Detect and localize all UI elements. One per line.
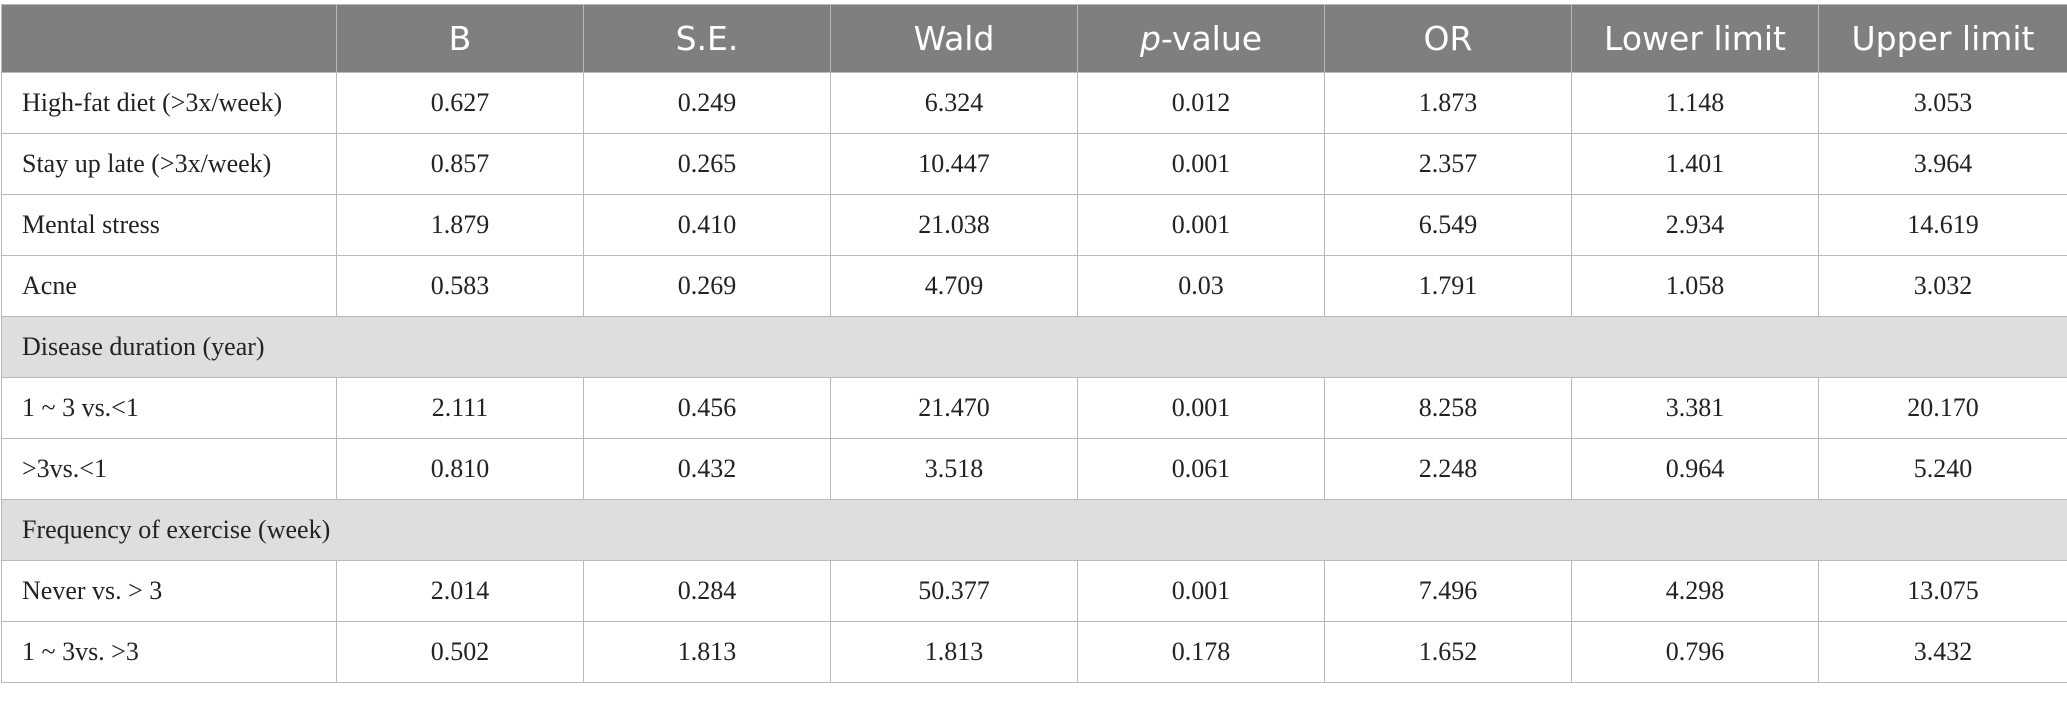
cell-label: Never vs. > 3: [2, 561, 337, 622]
cell-lower-limit: 1.148: [1572, 73, 1819, 134]
cell-upper-limit: 14.619: [1819, 195, 2067, 256]
section-label: Frequency of exercise (week): [2, 500, 2067, 561]
cell-lower-limit: 4.298: [1572, 561, 1819, 622]
header-wald: Wald: [831, 5, 1078, 73]
header-se: S.E.: [584, 5, 831, 73]
cell-label: Acne: [2, 256, 337, 317]
cell-wald: 6.324: [831, 73, 1078, 134]
cell-or: 1.873: [1325, 73, 1572, 134]
cell-lower-limit: 1.058: [1572, 256, 1819, 317]
cell-label: Stay up late (>3x/week): [2, 134, 337, 195]
cell-p-value: 0.178: [1078, 622, 1325, 683]
cell-or: 1.791: [1325, 256, 1572, 317]
cell-b: 2.111: [337, 378, 584, 439]
cell-p-value: 0.001: [1078, 561, 1325, 622]
cell-wald: 21.470: [831, 378, 1078, 439]
cell-lower-limit: 1.401: [1572, 134, 1819, 195]
section-row: Frequency of exercise (week): [2, 500, 2067, 561]
cell-b: 1.879: [337, 195, 584, 256]
cell-lower-limit: 3.381: [1572, 378, 1819, 439]
cell-p-value: 0.012: [1078, 73, 1325, 134]
cell-b: 0.502: [337, 622, 584, 683]
cell-se: 0.456: [584, 378, 831, 439]
cell-se: 0.284: [584, 561, 831, 622]
cell-b: 0.627: [337, 73, 584, 134]
cell-se: 0.269: [584, 256, 831, 317]
cell-se: 0.249: [584, 73, 831, 134]
cell-se: 1.813: [584, 622, 831, 683]
cell-wald: 10.447: [831, 134, 1078, 195]
header-lower-limit: Lower limit: [1572, 5, 1819, 73]
cell-or: 6.549: [1325, 195, 1572, 256]
cell-se: 0.410: [584, 195, 831, 256]
header-p-italic: p: [1140, 19, 1161, 58]
section-label: Disease duration (year): [2, 317, 2067, 378]
cell-or: 7.496: [1325, 561, 1572, 622]
cell-label: >3vs.<1: [2, 439, 337, 500]
cell-p-value: 0.001: [1078, 195, 1325, 256]
header-upper-limit: Upper limit: [1819, 5, 2067, 73]
cell-label: 1 ~ 3vs. >3: [2, 622, 337, 683]
cell-p-value: 0.03: [1078, 256, 1325, 317]
cell-or: 2.248: [1325, 439, 1572, 500]
cell-or: 1.652: [1325, 622, 1572, 683]
cell-label: 1 ~ 3 vs.<1: [2, 378, 337, 439]
cell-upper-limit: 3.032: [1819, 256, 2067, 317]
cell-lower-limit: 0.796: [1572, 622, 1819, 683]
header-p-value: p-value: [1078, 5, 1325, 73]
cell-p-value: 0.061: [1078, 439, 1325, 500]
cell-wald: 4.709: [831, 256, 1078, 317]
cell-label: High-fat diet (>3x/week): [2, 73, 337, 134]
header-blank-cell: [2, 5, 337, 73]
cell-upper-limit: 3.053: [1819, 73, 2067, 134]
cell-lower-limit: 0.964: [1572, 439, 1819, 500]
cell-p-value: 0.001: [1078, 134, 1325, 195]
cell-upper-limit: 5.240: [1819, 439, 2067, 500]
cell-upper-limit: 20.170: [1819, 378, 2067, 439]
cell-p-value: 0.001: [1078, 378, 1325, 439]
cell-upper-limit: 13.075: [1819, 561, 2067, 622]
header-b: B: [337, 5, 584, 73]
cell-b: 0.810: [337, 439, 584, 500]
cell-or: 2.357: [1325, 134, 1572, 195]
cell-se: 0.265: [584, 134, 831, 195]
logistic-regression-table: B S.E. Wald p-value OR Lower limit Upper…: [1, 4, 2067, 683]
section-row: Disease duration (year): [2, 317, 2067, 378]
header-or: OR: [1325, 5, 1572, 73]
cell-upper-limit: 3.964: [1819, 134, 2067, 195]
cell-se: 0.432: [584, 439, 831, 500]
cell-b: 0.857: [337, 134, 584, 195]
cell-b: 0.583: [337, 256, 584, 317]
cell-b: 2.014: [337, 561, 584, 622]
cell-label: Mental stress: [2, 195, 337, 256]
header-row: B S.E. Wald p-value OR Lower limit Upper…: [2, 5, 2067, 73]
header-p-suffix: -value: [1161, 19, 1262, 58]
cell-upper-limit: 3.432: [1819, 622, 2067, 683]
cell-or: 8.258: [1325, 378, 1572, 439]
cell-wald: 1.813: [831, 622, 1078, 683]
cell-lower-limit: 2.934: [1572, 195, 1819, 256]
cell-wald: 3.518: [831, 439, 1078, 500]
cell-wald: 50.377: [831, 561, 1078, 622]
cell-wald: 21.038: [831, 195, 1078, 256]
